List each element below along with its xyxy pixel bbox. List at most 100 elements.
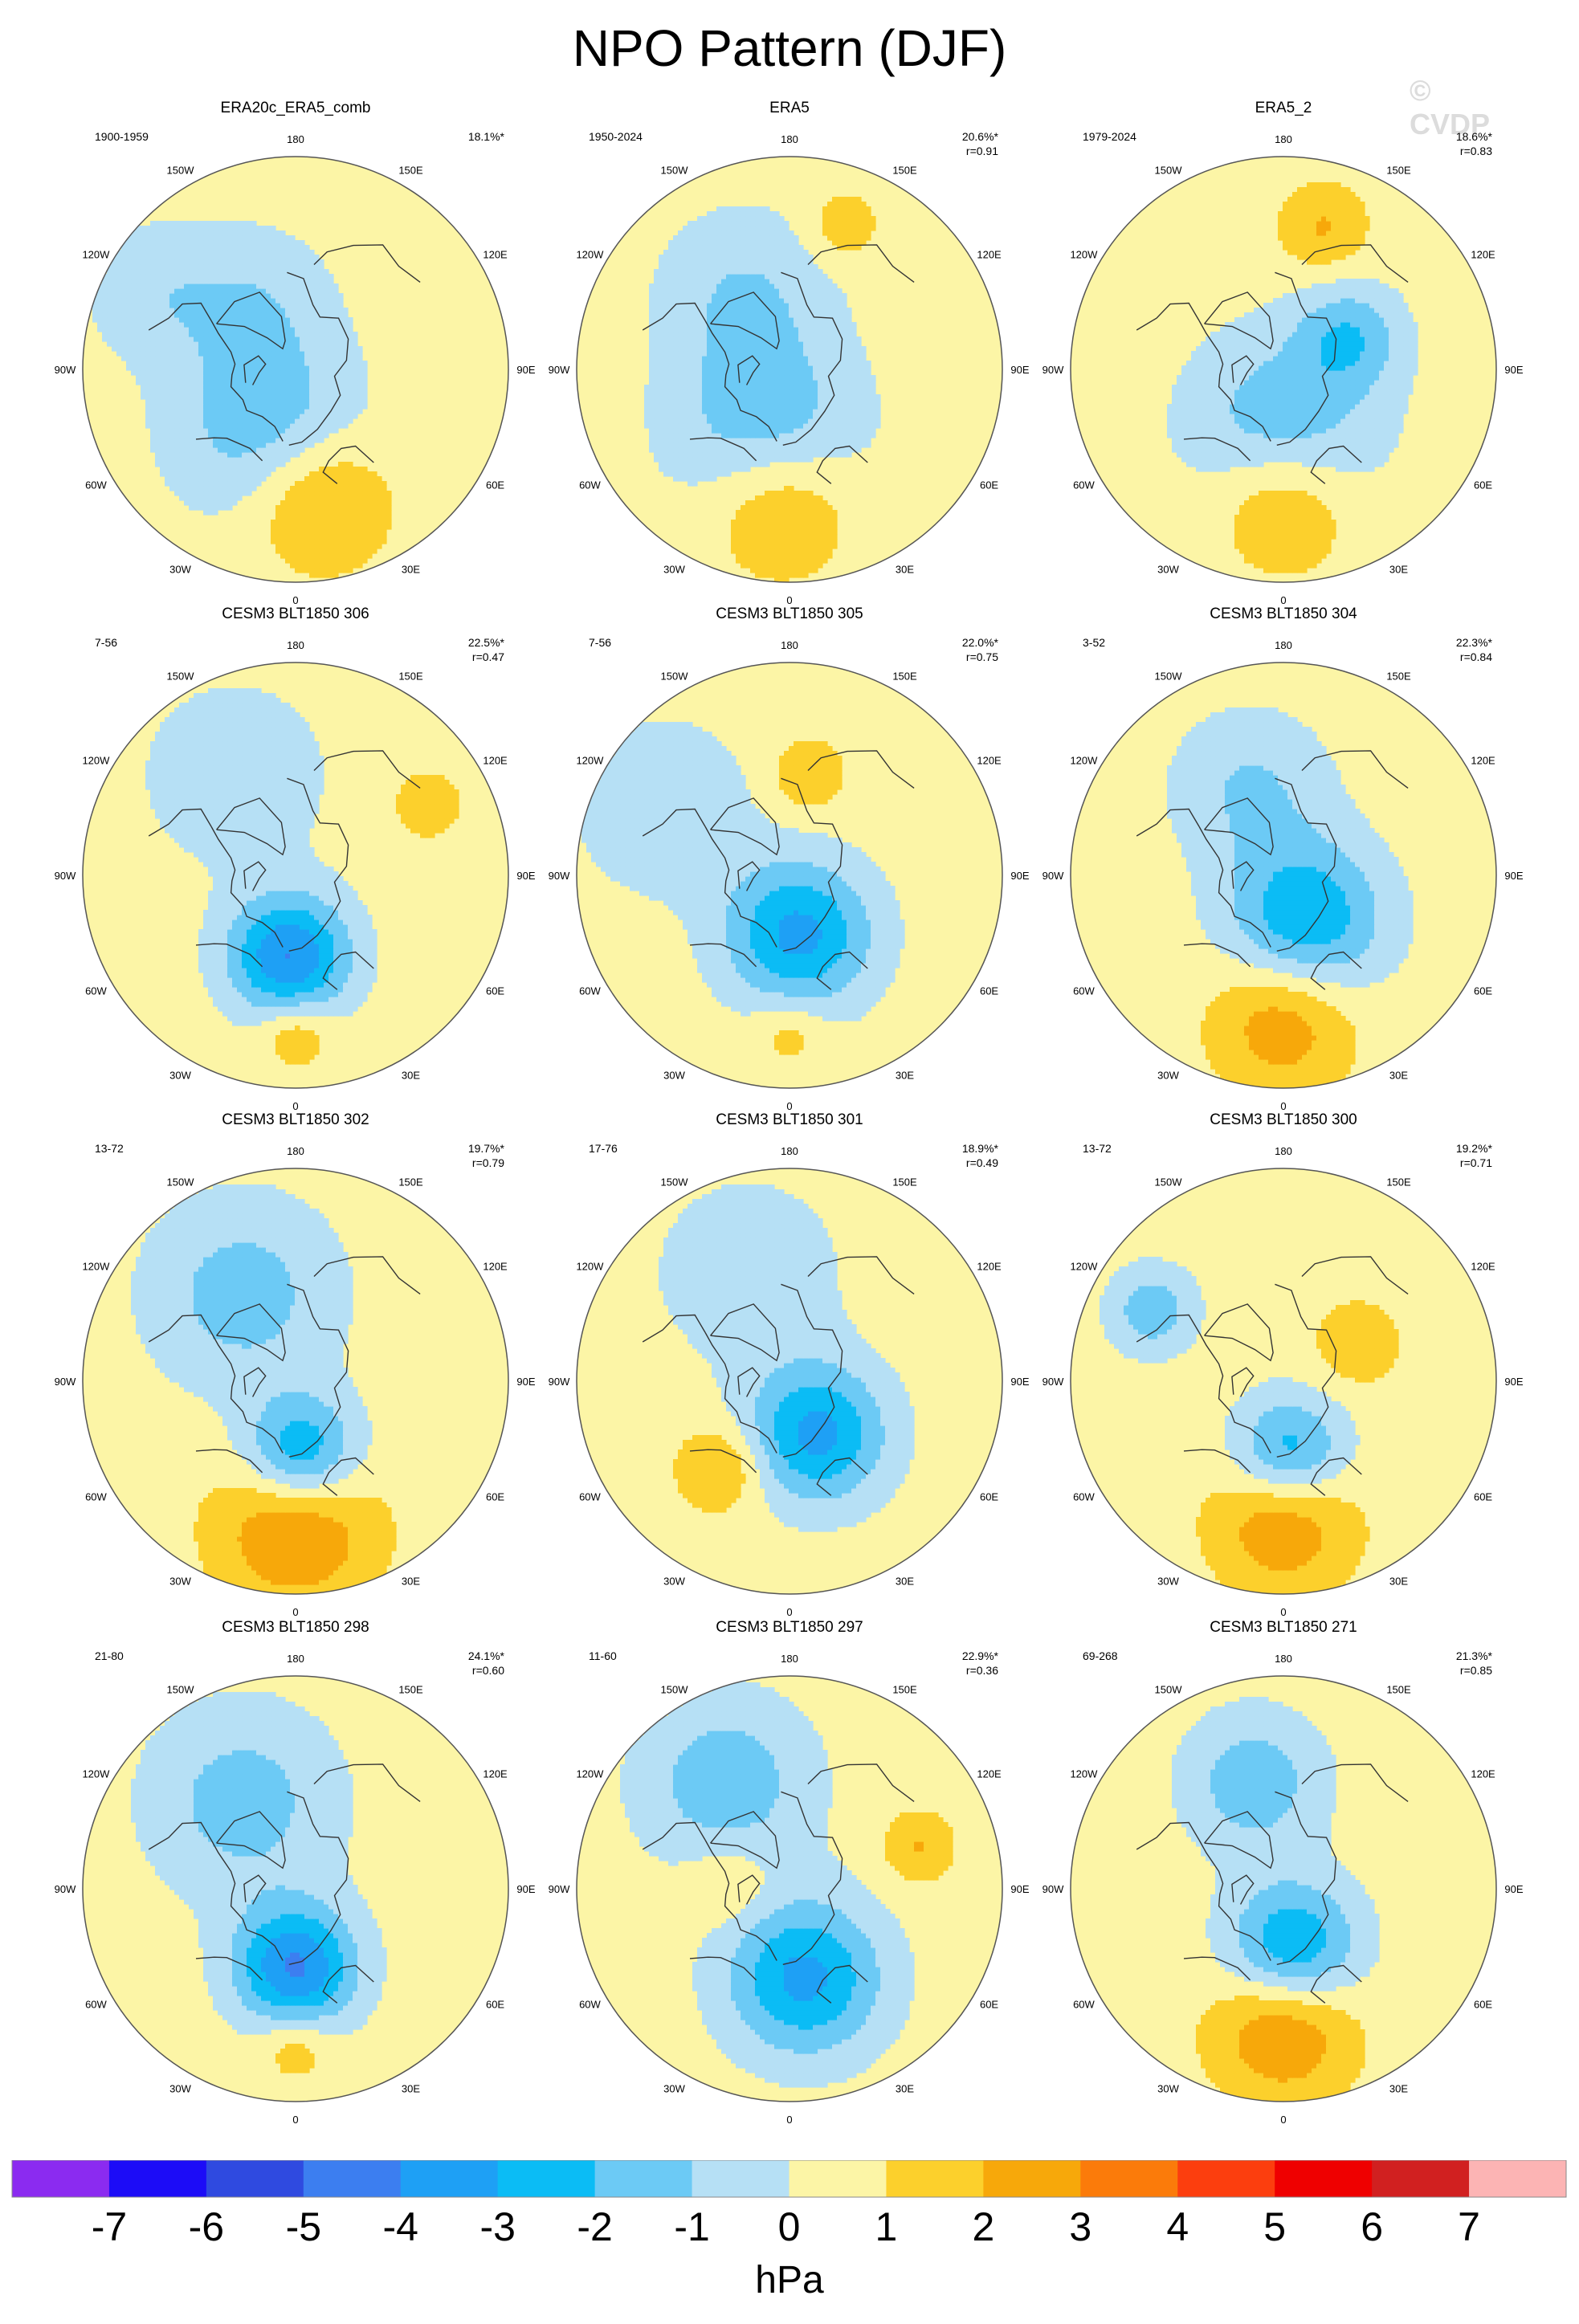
- coastline: [1301, 1256, 1409, 1295]
- lon-label: 30W: [169, 1070, 191, 1082]
- coastline: [704, 1840, 777, 1961]
- figure-title: NPO Pattern (DJF): [0, 16, 1579, 80]
- panel-correlation: r=0.79: [472, 1156, 504, 1169]
- coastline: [642, 302, 706, 331]
- coastline: [816, 445, 868, 484]
- coastline: [210, 826, 284, 948]
- lon-label: 120E: [483, 1768, 508, 1780]
- coastline: [816, 1964, 868, 2004]
- coastline: [313, 1763, 421, 1802]
- lon-label: 90E: [516, 1883, 535, 1895]
- panel-title: CESM3 BLT1850 297: [716, 1619, 863, 1636]
- lon-label: 180: [287, 1145, 304, 1157]
- coastline: [1136, 302, 1200, 331]
- coastline: [1136, 1821, 1200, 1850]
- contour-field: [1071, 663, 1496, 1088]
- lon-label: 90W: [55, 870, 76, 882]
- colorbar-tick-label: 7: [1458, 2204, 1480, 2249]
- coastline: [313, 750, 421, 789]
- coastline: [1204, 797, 1274, 856]
- panel-years: 21-80: [95, 1649, 124, 1662]
- colorbar-tick-label: 3: [1069, 2204, 1091, 2249]
- lon-label: 120W: [82, 1261, 110, 1273]
- lon-label: 90E: [1010, 1883, 1029, 1895]
- lon-label: 30W: [1157, 2083, 1179, 2095]
- coastline: [148, 1314, 212, 1343]
- lon-label: 120W: [576, 755, 604, 767]
- lon-label: 60E: [1474, 479, 1492, 491]
- coastline: [1275, 271, 1337, 446]
- lon-label: 0: [1280, 1100, 1286, 1112]
- map-panel: 180 150E 120E 90E 60E 30E 0 30W 60W 90W 120W 150W CE…: [1042, 1111, 1524, 1618]
- lon-label: 120W: [1070, 249, 1098, 261]
- lon-label: 150E: [892, 164, 917, 176]
- colorbar-swatch: [206, 2160, 304, 2197]
- panel-title: CESM3 BLT1850 300: [1210, 1111, 1357, 1128]
- lon-label: 30E: [896, 1576, 914, 1588]
- coastline: [243, 355, 267, 385]
- lon-label: 60E: [980, 479, 998, 491]
- lon-label: 120W: [82, 1768, 110, 1780]
- coastline: [689, 1449, 757, 1474]
- coastline: [1198, 1332, 1271, 1454]
- coastline: [781, 1791, 843, 1965]
- contour-field: [83, 157, 508, 582]
- lon-label: 30W: [663, 1070, 685, 1082]
- lon-label: 30E: [402, 1576, 420, 1588]
- lon-label: 30W: [169, 1576, 191, 1588]
- contour-field: [577, 1168, 1002, 1594]
- lon-label: 90E: [1010, 364, 1029, 376]
- coastline: [243, 1874, 267, 1905]
- coastline: [148, 1821, 212, 1850]
- panel-correlation: r=0.91: [966, 145, 998, 157]
- lon-label: 150W: [661, 164, 689, 176]
- lon-label: 150E: [398, 164, 423, 176]
- lon-label: 150W: [167, 164, 195, 176]
- lon-label: 60E: [486, 479, 504, 491]
- coastline: [195, 1449, 263, 1474]
- lon-label: 30W: [169, 2083, 191, 2095]
- map-panel: 180 150E 120E 90E 60E 30E 0 30W 60W 90W 120W 150W CE…: [549, 605, 1030, 1112]
- lon-label: 120W: [576, 1261, 604, 1273]
- colorbar-swatch: [400, 2160, 499, 2197]
- lon-label: 120E: [1471, 755, 1495, 767]
- lon-label: 90W: [549, 1376, 570, 1388]
- lon-label: 120E: [1471, 1261, 1495, 1273]
- coastline: [704, 320, 777, 442]
- lon-label: 180: [287, 1653, 304, 1665]
- lon-label: 90W: [549, 364, 570, 376]
- lon-label: 150E: [398, 1176, 423, 1188]
- lon-label: 120E: [977, 249, 1002, 261]
- panel-variance: 18.9%*: [962, 1142, 999, 1155]
- coastline: [1310, 1457, 1362, 1496]
- lon-label: 90W: [549, 870, 570, 882]
- lon-label: 0: [786, 594, 792, 606]
- colorbar-tick-label: 1: [875, 2204, 898, 2249]
- lon-label: 60E: [1474, 1491, 1492, 1503]
- coastline: [710, 1811, 780, 1869]
- colorbar-swatch: [303, 2160, 402, 2197]
- lon-label: 120E: [977, 755, 1002, 767]
- panel-years: 11-60: [589, 1649, 617, 1662]
- lon-label: 60E: [980, 985, 998, 997]
- lon-label: 90E: [516, 870, 535, 882]
- lon-label: 60E: [1474, 985, 1492, 997]
- lon-label: 120E: [977, 1768, 1002, 1780]
- lon-label: 90E: [1504, 364, 1523, 376]
- lon-label: 180: [287, 133, 304, 145]
- coastline: [642, 808, 706, 837]
- lon-label: 90E: [516, 1376, 535, 1388]
- coastline: [1310, 951, 1362, 990]
- contour-field: [577, 157, 1002, 582]
- coastline: [1275, 1791, 1337, 1965]
- colorbar-unit-label: hPa: [755, 2259, 824, 2302]
- lon-label: 90W: [55, 364, 76, 376]
- coastline: [322, 1457, 374, 1496]
- coastline: [322, 445, 374, 484]
- colorbar-swatch: [12, 2160, 110, 2197]
- map-panel: 180 150E 120E 90E 60E 30E 0 30W 60W 90W 120W 150W CE…: [1042, 1619, 1524, 2126]
- coastline: [1310, 445, 1362, 484]
- lon-label: 180: [1275, 1653, 1292, 1665]
- lon-label: 60E: [1474, 1999, 1492, 2011]
- coastline: [816, 951, 868, 990]
